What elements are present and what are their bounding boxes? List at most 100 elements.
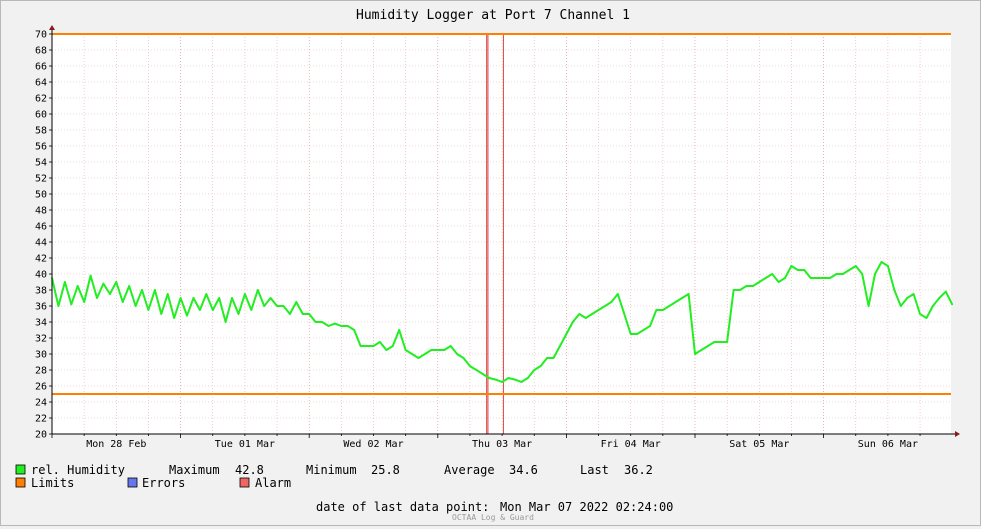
humidity-data-point	[276, 305, 278, 307]
humidity-data-point	[803, 269, 806, 271]
y-tick-label: 56	[35, 142, 47, 153]
humidity-data-point	[739, 289, 741, 291]
humidity-data-point	[64, 281, 66, 283]
errors-legend-label: Errors	[142, 476, 185, 490]
humidity-data-point	[604, 305, 606, 307]
y-axis-ticks: 20 22 24 26 28 30 32 34 36 38 40 42 44 46 48 50 52 54 56 58…	[35, 30, 47, 441]
humidity-data-point	[456, 353, 458, 355]
humidity-data-point	[764, 277, 767, 279]
humidity-data-point	[668, 305, 671, 307]
humidity-data-point	[224, 321, 227, 323]
humidity-data-point	[205, 293, 208, 295]
humidity-data-point	[379, 341, 381, 343]
humidity-data-point	[501, 381, 503, 383]
humidity-data-point	[128, 285, 131, 287]
last-value: 36.2	[624, 463, 653, 477]
x-tick-label: Mon 28 Feb	[86, 439, 146, 450]
y-tick-label: 70	[35, 30, 47, 41]
humidity-data-point	[192, 297, 195, 299]
humidity-data-point	[591, 313, 593, 315]
humidity-data-point	[533, 369, 536, 371]
humidity-data-point	[912, 293, 915, 295]
humidity-data-point	[642, 329, 645, 331]
humidity-data-point	[893, 289, 896, 291]
grid	[49, 33, 951, 438]
y-tick-label: 24	[35, 398, 47, 409]
humidity-data-point	[867, 305, 870, 307]
alarm-markers	[486, 34, 504, 434]
humidity-data-point	[578, 313, 581, 315]
x-axis-ticks: Mon 28 Feb Tue 01 Mar Wed 02 Mar Thu 03 Mar…	[86, 439, 918, 450]
humidity-data-point	[539, 365, 542, 367]
humidity-data-point	[211, 309, 214, 311]
humidity-data-point	[771, 273, 774, 275]
humidity-data-point	[301, 313, 304, 315]
humidity-data-point	[134, 305, 137, 307]
humidity-data-point	[443, 349, 446, 351]
y-tick-label: 48	[35, 206, 47, 217]
humidity-data-point	[842, 273, 844, 275]
humidity-data-point	[944, 290, 947, 293]
y-tick-label: 40	[35, 270, 47, 281]
humidity-data-point	[160, 313, 163, 315]
x-tick-label: Fri 04 Mar	[601, 439, 661, 450]
humidity-data-point	[636, 333, 638, 335]
maximum-value: 42.8	[235, 463, 264, 477]
humidity-data-point	[674, 301, 677, 303]
limits-swatch	[15, 477, 26, 488]
last-label: Last	[580, 463, 609, 477]
x-tick-label: Sun 06 Mar	[858, 439, 918, 450]
humidity-data-point	[263, 305, 266, 307]
humidity-swatch	[15, 464, 26, 475]
humidity-data-point	[417, 357, 420, 359]
humidity-data-point	[880, 261, 883, 263]
humidity-data-point	[719, 341, 722, 343]
y-tick-label: 28	[35, 366, 47, 377]
y-tick-label: 54	[35, 158, 47, 169]
humidity-data-point	[154, 289, 156, 291]
last-data-point-value: Mon Mar 07 2022 02:24:00	[500, 500, 673, 514]
limit-lines	[52, 33, 951, 395]
humidity-data-point	[874, 273, 876, 275]
humidity-data-point	[784, 277, 786, 279]
humidity-data-point	[919, 313, 921, 315]
humidity-data-point	[494, 378, 497, 381]
humidity-data-point	[752, 285, 754, 287]
humidity-data-point	[166, 293, 169, 295]
humidity-data-point	[861, 273, 864, 275]
humidity-data-point	[327, 325, 330, 327]
y-tick-label: 42	[35, 254, 47, 265]
humidity-data-point	[546, 357, 548, 359]
y-tick-label: 32	[35, 334, 47, 345]
humidity-data-point	[289, 313, 291, 315]
y-tick-label: 50	[35, 190, 47, 201]
humidity-data-point	[173, 317, 176, 319]
humidity-data-point	[597, 309, 600, 311]
axes	[49, 25, 960, 437]
minimum-label: Minimum	[306, 463, 357, 477]
x-tick-label: Sat 05 Mar	[729, 439, 789, 450]
humidity-data-point	[777, 281, 780, 283]
humidity-data-point	[925, 317, 928, 319]
humidity-data-point	[340, 325, 343, 327]
y-tick-label: 60	[35, 110, 47, 121]
humidity-data-point	[391, 345, 394, 347]
humidity-data-point	[584, 317, 587, 319]
humidity-data-point	[269, 297, 272, 299]
errors-swatch	[127, 477, 138, 488]
y-tick-label: 26	[35, 382, 47, 393]
humidity-data-point	[906, 297, 909, 299]
humidity-data-point	[822, 277, 825, 279]
humidity-data-point	[76, 285, 79, 287]
humidity-data-point	[321, 321, 323, 323]
x-tick-label: Tue 01 Mar	[215, 439, 275, 450]
humidity-data-point	[662, 309, 664, 311]
maximum-label: Maximum	[169, 463, 220, 477]
y-tick-label: 44	[35, 238, 47, 249]
humidity-data-point	[848, 269, 851, 271]
humidity-data-point	[623, 313, 626, 315]
humidity-data-point	[282, 305, 285, 307]
humidity-data-point	[411, 353, 413, 355]
humidity-data-point	[469, 365, 471, 367]
limits-legend-label: Limits	[31, 476, 74, 490]
